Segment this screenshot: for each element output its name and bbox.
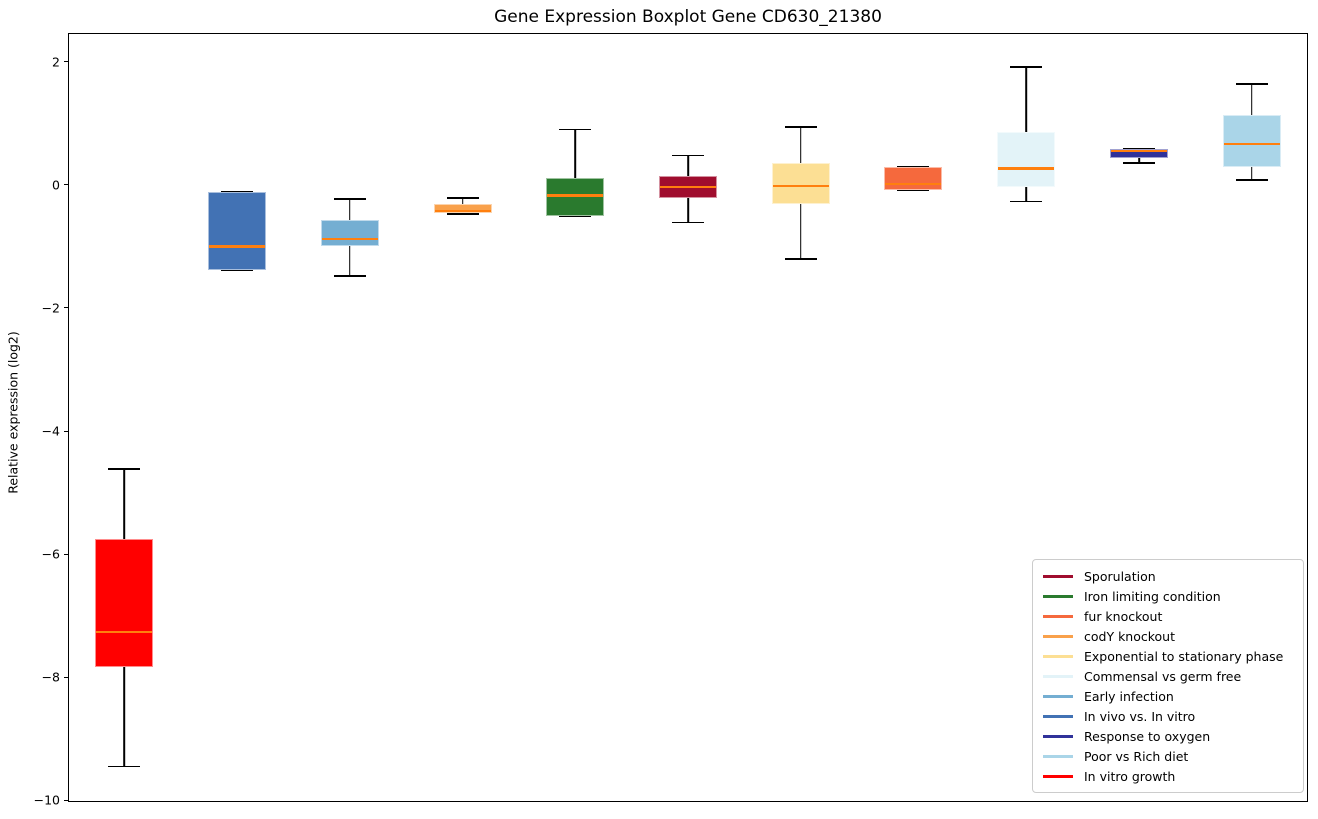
legend-item: In vitro growth [1043, 767, 1293, 786]
y-axis-label: Relative expression (log2) [5, 331, 21, 494]
legend-item: Response to oxygen [1043, 727, 1293, 746]
legend-swatch [1043, 715, 1073, 718]
legend-swatch [1043, 595, 1073, 598]
whisker-cap [1235, 179, 1268, 181]
legend-item: Early infection [1043, 687, 1293, 706]
y-tick-label: −2 [41, 300, 60, 316]
legend-label: Response to oxygen [1084, 729, 1211, 744]
y-tick-label: −6 [41, 546, 60, 562]
y-tick-mark [63, 184, 68, 186]
whisker-cap [108, 468, 141, 470]
boxplot-box [1222, 114, 1281, 168]
legend-item: fur knockout [1043, 607, 1293, 626]
legend-label: Commensal vs germ free [1084, 669, 1242, 684]
y-tick-label: −8 [41, 669, 60, 685]
boxplot-box [433, 204, 492, 214]
y-tick-label: 2 [52, 54, 60, 70]
whisker-cap [333, 275, 366, 277]
whisker-cap [1122, 162, 1155, 164]
median-line [1110, 149, 1167, 153]
whisker-cap [559, 214, 592, 217]
median-line [547, 194, 604, 197]
boxplot-box [546, 178, 605, 216]
median-line [772, 184, 829, 188]
y-tick-mark [63, 61, 68, 63]
whisker-cap [897, 189, 930, 191]
boxplot-box [95, 539, 154, 668]
legend-label: codY knockout [1084, 629, 1176, 644]
legend-label: Poor vs Rich diet [1084, 749, 1189, 764]
legend-swatch [1043, 575, 1073, 578]
median-line [209, 245, 266, 248]
boxplot-box [320, 220, 379, 246]
whisker-cap [672, 154, 704, 157]
median-line [96, 631, 153, 634]
legend-item: In vivo vs. In vitro [1043, 707, 1293, 726]
legend-item: codY knockout [1043, 627, 1293, 646]
y-tick-label: −4 [41, 423, 60, 439]
y-tick-label: 0 [52, 177, 60, 193]
whisker-cap [446, 197, 479, 199]
whisker-cap [333, 198, 366, 200]
whisker-cap [559, 128, 592, 131]
median-line [885, 182, 942, 185]
whisker [574, 129, 577, 216]
median-line [321, 237, 378, 241]
legend: Sporulation Iron limiting condition fur kn… [1032, 559, 1304, 793]
y-tick-mark [63, 553, 68, 555]
legend-label: Early infection [1084, 689, 1174, 704]
whisker-cap [221, 269, 254, 272]
whisker-cap [784, 257, 817, 260]
whisker-cap [108, 765, 141, 768]
legend-swatch [1043, 655, 1073, 658]
boxplot-box [208, 191, 267, 271]
whisker-cap [672, 221, 704, 224]
legend-swatch [1043, 755, 1073, 758]
legend-swatch [1043, 775, 1073, 778]
boxplot-box [997, 132, 1056, 187]
legend-label: Iron limiting condition [1084, 589, 1221, 604]
whisker-cap [446, 213, 479, 215]
legend-label: Sporulation [1084, 569, 1156, 584]
legend-label: Exponential to stationary phase [1084, 649, 1284, 664]
median-line [660, 185, 716, 188]
whisker-cap [1010, 200, 1043, 203]
y-tick-label: −10 [33, 792, 60, 808]
y-tick-mark [63, 430, 68, 432]
legend-label: fur knockout [1084, 609, 1163, 624]
legend-item: Sporulation [1043, 567, 1293, 586]
median-line [1223, 142, 1280, 145]
median-line [998, 167, 1055, 170]
boxplot-box [771, 162, 830, 204]
legend-item: Commensal vs germ free [1043, 667, 1293, 686]
legend-item: Poor vs Rich diet [1043, 747, 1293, 766]
legend-swatch [1043, 675, 1073, 678]
legend-swatch [1043, 615, 1073, 618]
whisker-cap [221, 190, 254, 193]
chart-title: Gene Expression Boxplot Gene CD630_21380 [494, 7, 882, 27]
whisker-cap [1010, 66, 1043, 68]
legend-label: In vivo vs. In vitro [1084, 709, 1196, 724]
whisker-cap [784, 126, 817, 128]
boxplot-box [884, 167, 943, 190]
legend-swatch [1043, 695, 1073, 698]
legend-item: Iron limiting condition [1043, 587, 1293, 606]
y-tick-mark [63, 676, 68, 678]
median-line [434, 209, 491, 212]
legend-swatch [1043, 635, 1073, 638]
y-tick-mark [63, 307, 68, 309]
boxplot-box [1109, 149, 1168, 158]
whisker-cap [1235, 83, 1268, 85]
y-tick-mark [63, 799, 68, 801]
legend-item: Exponential to stationary phase [1043, 647, 1293, 666]
legend-swatch [1043, 735, 1073, 738]
legend-label: In vitro growth [1084, 769, 1176, 784]
